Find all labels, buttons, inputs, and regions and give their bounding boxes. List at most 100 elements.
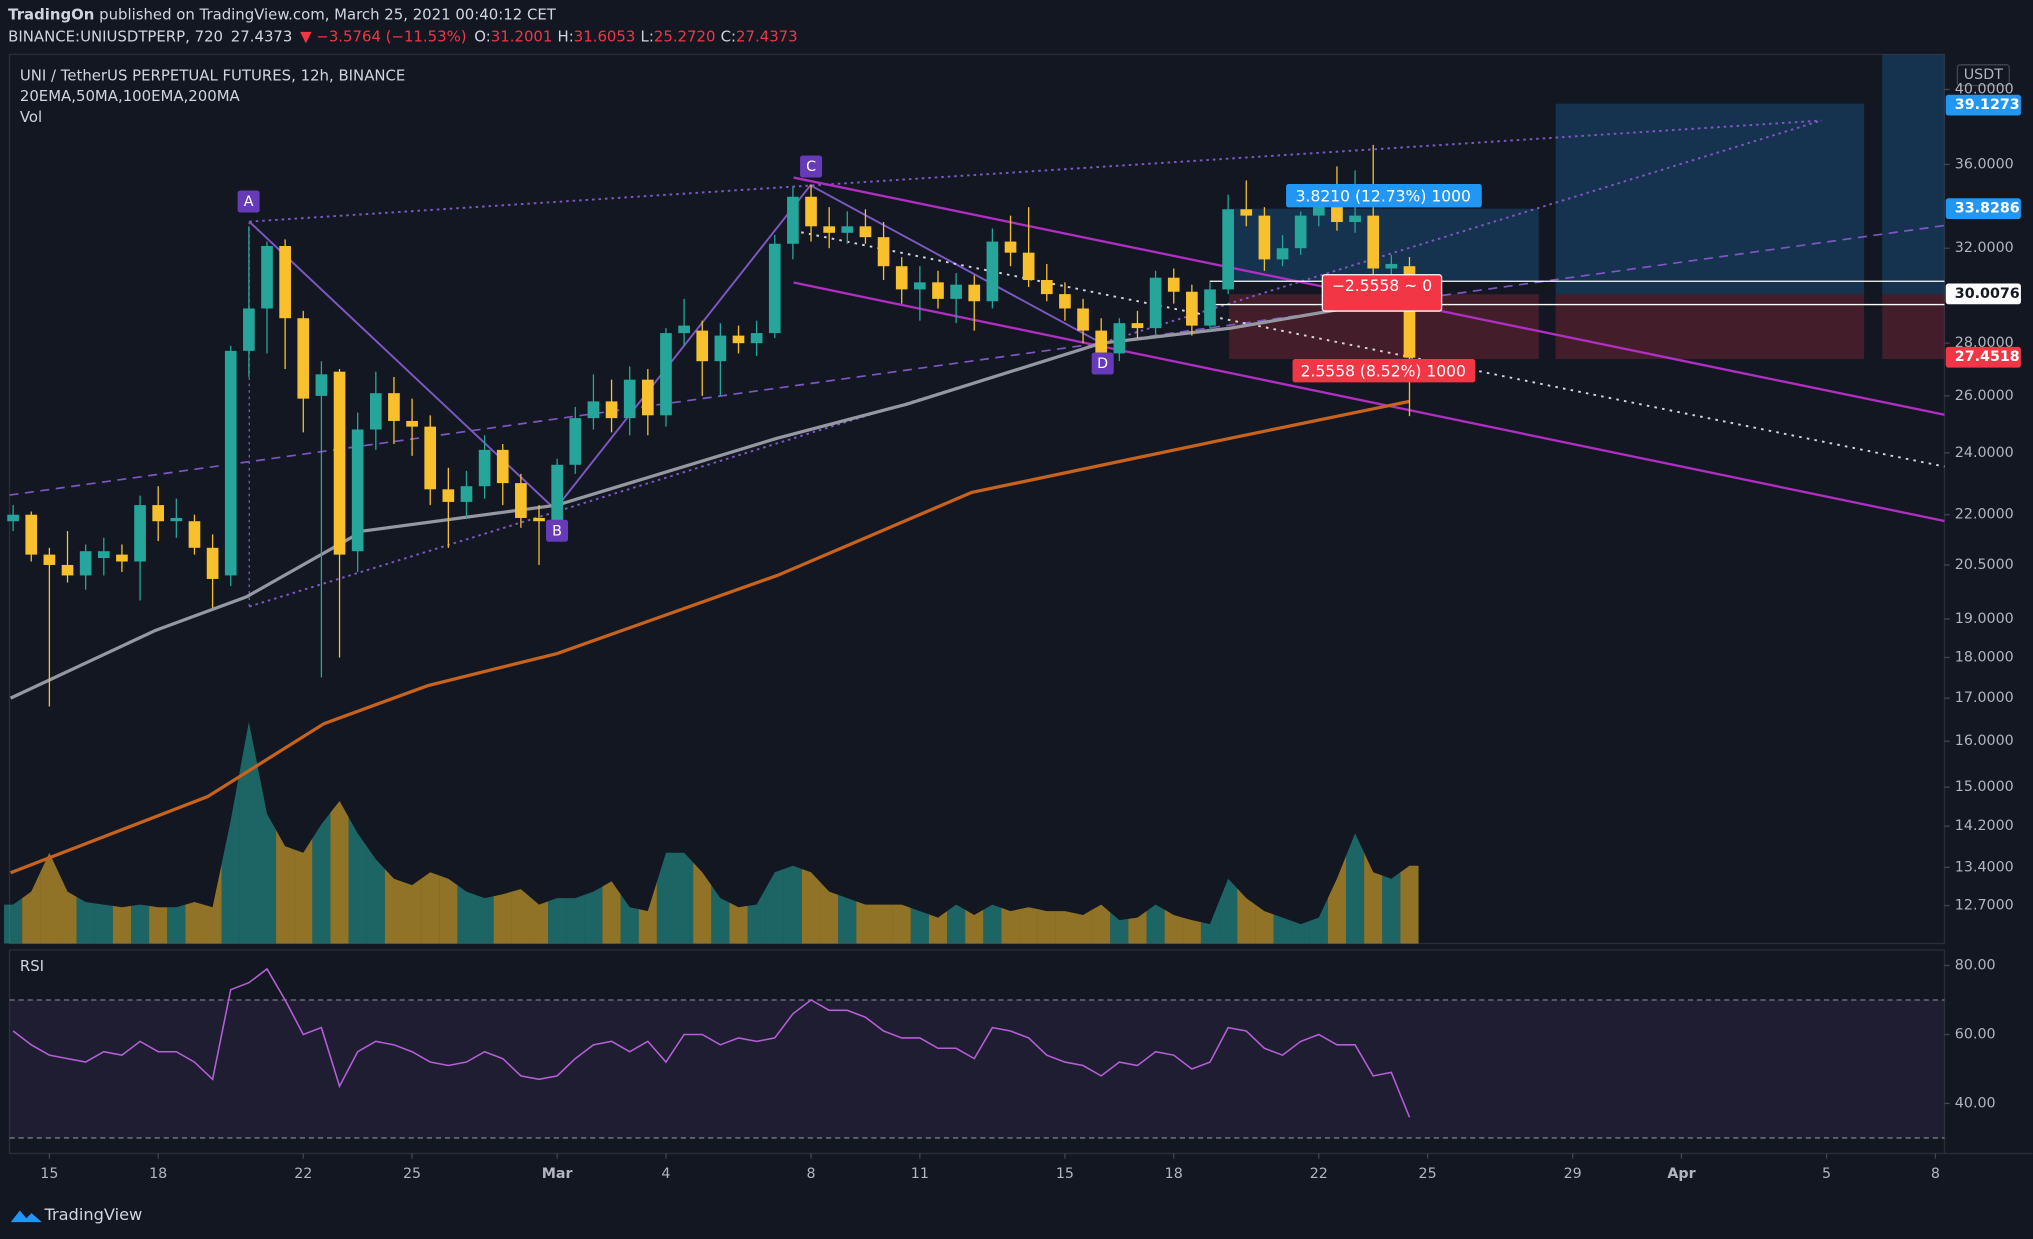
- candle-body: [25, 514, 38, 555]
- candle-body: [950, 284, 962, 299]
- point-label: D: [1097, 356, 1108, 372]
- rsi-line: [12, 967, 1411, 1118]
- y-tick-label: 19.0000: [1955, 611, 2014, 627]
- volume-area: [711, 885, 730, 944]
- price-label: 30.0076: [1955, 286, 2020, 302]
- candle-body: [605, 401, 618, 419]
- candle-body: [333, 371, 346, 555]
- volume-area: [675, 852, 694, 944]
- drawings: [9, 54, 1945, 608]
- candle-body: [152, 505, 165, 522]
- y-tick-label: 80.00: [1955, 958, 1996, 974]
- x-tick-label: 8: [807, 1166, 816, 1182]
- x-tick-label: 22: [294, 1166, 312, 1182]
- candle-body: [478, 449, 491, 487]
- volume-area: [1073, 909, 1093, 944]
- candle-body: [1331, 205, 1343, 223]
- volume-area: [294, 838, 313, 944]
- symbol: BINANCE:UNIUSDTPERP, 720: [8, 28, 223, 46]
- candle-body: [623, 379, 636, 419]
- volume-area: [185, 902, 204, 944]
- legend-title: UNI / TetherUS PERPETUAL FUTURES, 12h, B…: [20, 66, 405, 84]
- candle-body: [79, 551, 92, 576]
- legend-indicators: 20EMA,50MA,100EMA,200MA: [20, 87, 241, 105]
- candle-body: [805, 196, 817, 227]
- target-zone: [1229, 208, 1539, 282]
- candle-body: [496, 449, 509, 484]
- candle-body: [206, 547, 219, 579]
- volume-area: [1110, 912, 1129, 944]
- candle-body: [424, 426, 437, 490]
- candle-body: [297, 318, 310, 399]
- candle-body: [660, 333, 672, 416]
- volume-area: [167, 904, 186, 944]
- candle-body: [750, 333, 763, 344]
- volume-area: [348, 817, 367, 944]
- volume-area: [747, 888, 766, 944]
- y-tick-label: 15.0000: [1955, 779, 2014, 795]
- candle-body: [1167, 277, 1180, 292]
- candle-body: [43, 554, 56, 565]
- x-tick-label: 11: [911, 1166, 929, 1182]
- volume-area: [1364, 852, 1383, 944]
- stop-label: 2.5558 (8.52%) 1000: [1301, 362, 1466, 380]
- candle-body: [1186, 291, 1198, 326]
- volume-area: [1291, 920, 1310, 944]
- volume-area: [1055, 911, 1074, 944]
- volume-area: [838, 894, 857, 944]
- candle-body: [768, 243, 781, 334]
- target-zone: [1555, 103, 1865, 295]
- ohlc-label: C:: [721, 28, 736, 46]
- point-box: [1091, 352, 1114, 375]
- candle-body: [61, 564, 74, 576]
- dotted-line: [793, 229, 1945, 468]
- candle-body: [569, 418, 582, 465]
- candle-body: [1349, 215, 1361, 223]
- trend-line: [248, 119, 1822, 608]
- volume-area: [874, 904, 893, 944]
- candle-body: [134, 505, 146, 562]
- volume-area: [330, 800, 349, 944]
- volume-area: [965, 909, 984, 944]
- volume-area: [1164, 909, 1183, 944]
- candle-body: [279, 245, 291, 319]
- candle-body: [243, 308, 255, 351]
- pl-box: [1321, 274, 1443, 312]
- footer: TradingView: [43, 1205, 142, 1224]
- candle-body: [787, 196, 799, 244]
- ohlc-label: H:: [558, 28, 574, 46]
- candle-body: [406, 420, 418, 427]
- volume-area: [801, 868, 821, 944]
- candle-body: [1040, 280, 1053, 295]
- point-box: [546, 519, 569, 542]
- y-tick-label: 40.00: [1955, 1095, 1996, 1111]
- candle-body: [97, 551, 110, 559]
- price-label: 33.8286: [1955, 201, 2020, 217]
- y-tick-label: 20.5000: [1955, 557, 2014, 573]
- currency-box: [1956, 64, 2010, 87]
- candle-body: [1131, 323, 1144, 329]
- y-tick-label: 22.0000: [1955, 507, 2014, 523]
- point-label: C: [806, 159, 816, 175]
- symbol-line: BINANCE:UNIUSDTPERP, 720 27.4373 ▼ −3.5764…: [8, 28, 797, 46]
- target-label: 3.8210 (12.73%) 1000: [1296, 187, 1471, 205]
- volume-area: [276, 830, 295, 944]
- volume-area: [693, 862, 712, 944]
- volume-area: [1255, 904, 1274, 944]
- y-tick-label: 14.2000: [1955, 818, 2014, 834]
- price-label-box: [1945, 346, 2021, 368]
- candle-body: [1113, 323, 1126, 354]
- volume-area: [820, 881, 839, 944]
- volume-area: [1128, 911, 1147, 944]
- volume-area: [1327, 856, 1347, 944]
- y-tick-label: 40.0000: [1955, 81, 2014, 97]
- last-price: 27.4373: [231, 28, 293, 46]
- candle-body: [1240, 209, 1253, 216]
- candle-body: [1385, 263, 1398, 269]
- logo: [10, 1210, 42, 1223]
- volume-area: [493, 891, 512, 944]
- candles: [4, 144, 1419, 944]
- volume-area: [76, 896, 95, 944]
- price-label-box: [1945, 94, 2021, 116]
- published: published on TradingView.com, March 25, …: [94, 6, 556, 24]
